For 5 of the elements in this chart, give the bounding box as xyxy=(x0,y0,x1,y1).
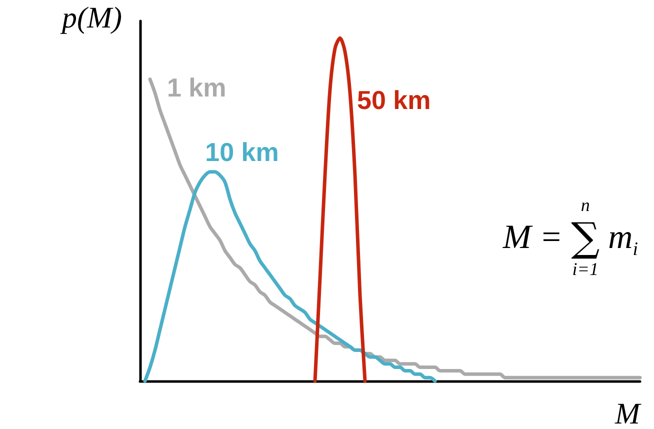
series-label: 10 km xyxy=(205,136,279,167)
y-axis-title: p(M) xyxy=(60,2,122,34)
series-label: 1 km xyxy=(167,72,226,102)
series-label: 50 km xyxy=(357,85,431,116)
x-axis-title: M xyxy=(614,398,642,429)
